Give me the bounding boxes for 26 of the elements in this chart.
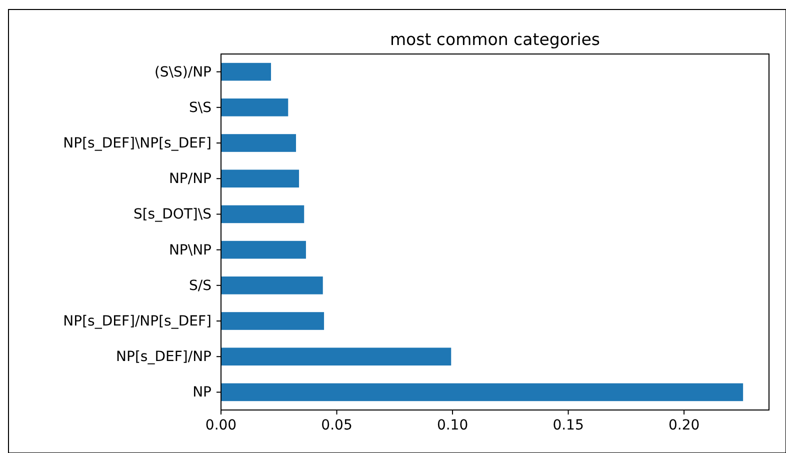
bar xyxy=(221,170,300,188)
y-tick-label: NP/NP xyxy=(168,171,212,188)
chart-title: most common categories xyxy=(390,30,600,49)
bar xyxy=(221,205,304,224)
y-tick-label: NP\NP xyxy=(168,242,212,258)
bar xyxy=(221,134,296,152)
y-tick-label: S[s_DOT]\S xyxy=(133,206,212,223)
bar xyxy=(221,312,324,330)
y-tick-label: S/S xyxy=(189,278,212,294)
bar xyxy=(221,240,306,259)
y-tick-label: S\S xyxy=(189,100,212,116)
x-tick-label: 0.05 xyxy=(321,417,352,434)
bar xyxy=(221,98,288,116)
x-tick-label: 0.20 xyxy=(668,417,700,434)
y-tick-label: NP[s_DEF]/NP xyxy=(116,349,212,366)
x-tick-label: 0.00 xyxy=(205,417,237,434)
x-tick-label: 0.10 xyxy=(436,417,468,434)
y-tick-label: NP xyxy=(192,384,212,401)
y-tick-label: (S\S)/NP xyxy=(154,64,212,80)
bar xyxy=(221,348,452,366)
bar xyxy=(221,383,744,402)
bar xyxy=(221,62,272,81)
y-tick-label: NP[s_DEF]\NP[s_DEF] xyxy=(63,135,212,152)
y-tick-label: NP[s_DEF]/NP[s_DEF] xyxy=(63,313,212,330)
bar xyxy=(221,276,323,294)
x-tick-label: 0.15 xyxy=(552,417,584,434)
